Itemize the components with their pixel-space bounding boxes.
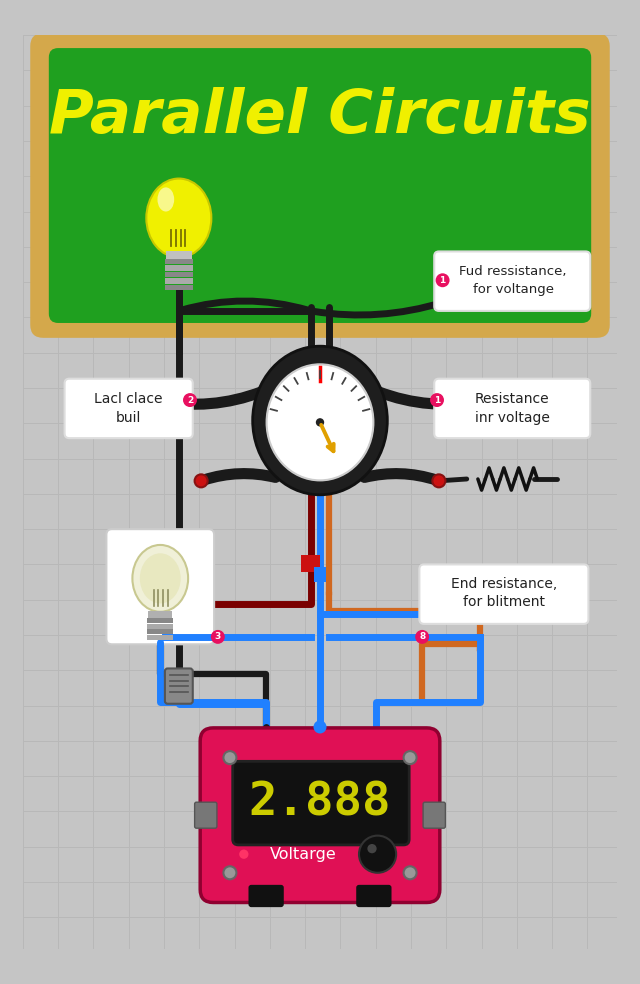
FancyBboxPatch shape xyxy=(419,565,588,624)
Ellipse shape xyxy=(140,553,180,603)
Circle shape xyxy=(183,393,197,407)
Circle shape xyxy=(223,866,236,880)
FancyBboxPatch shape xyxy=(65,379,193,438)
Text: 1: 1 xyxy=(434,396,440,404)
Circle shape xyxy=(404,751,417,765)
Circle shape xyxy=(404,866,417,880)
Circle shape xyxy=(415,630,429,644)
FancyBboxPatch shape xyxy=(434,379,590,438)
FancyBboxPatch shape xyxy=(165,272,193,277)
FancyBboxPatch shape xyxy=(423,802,445,829)
Text: End resistance,
for blitment: End resistance, for blitment xyxy=(451,577,557,609)
Circle shape xyxy=(430,393,444,407)
FancyBboxPatch shape xyxy=(356,885,392,907)
Ellipse shape xyxy=(132,545,188,612)
FancyBboxPatch shape xyxy=(248,885,284,907)
FancyBboxPatch shape xyxy=(165,285,193,290)
Circle shape xyxy=(314,720,326,733)
Text: 3: 3 xyxy=(214,633,221,642)
Circle shape xyxy=(211,630,225,644)
FancyBboxPatch shape xyxy=(148,611,172,618)
Circle shape xyxy=(239,849,248,859)
FancyBboxPatch shape xyxy=(147,630,173,634)
Text: Voltarge: Voltarge xyxy=(270,846,337,862)
Text: Fud ressistance,
for voltange: Fud ressistance, for voltange xyxy=(460,265,567,296)
Text: 8: 8 xyxy=(419,633,426,642)
Ellipse shape xyxy=(157,187,174,212)
FancyBboxPatch shape xyxy=(195,802,217,829)
Ellipse shape xyxy=(253,346,387,495)
FancyBboxPatch shape xyxy=(106,529,214,645)
FancyBboxPatch shape xyxy=(165,278,193,284)
Text: 2: 2 xyxy=(187,396,193,404)
FancyBboxPatch shape xyxy=(147,624,173,629)
Ellipse shape xyxy=(267,364,373,480)
Circle shape xyxy=(433,474,445,487)
Text: 2.888: 2.888 xyxy=(249,780,391,826)
Circle shape xyxy=(148,394,161,406)
FancyBboxPatch shape xyxy=(200,728,440,902)
Text: 1: 1 xyxy=(440,276,445,284)
FancyBboxPatch shape xyxy=(233,762,409,845)
Text: Resistance
inr voltage: Resistance inr voltage xyxy=(475,393,550,425)
Circle shape xyxy=(316,418,324,426)
FancyBboxPatch shape xyxy=(165,266,193,271)
Circle shape xyxy=(359,835,396,873)
FancyBboxPatch shape xyxy=(166,252,192,259)
FancyBboxPatch shape xyxy=(147,635,173,640)
FancyBboxPatch shape xyxy=(301,555,320,572)
Text: Lacl clace
buil: Lacl clace buil xyxy=(95,393,163,425)
Ellipse shape xyxy=(147,178,211,258)
FancyBboxPatch shape xyxy=(49,48,591,323)
Circle shape xyxy=(195,474,207,487)
FancyBboxPatch shape xyxy=(165,259,193,265)
Circle shape xyxy=(223,751,236,765)
FancyBboxPatch shape xyxy=(30,33,610,338)
FancyBboxPatch shape xyxy=(147,618,173,623)
Text: Parallel Circuits: Parallel Circuits xyxy=(49,88,591,147)
FancyBboxPatch shape xyxy=(434,252,590,311)
Circle shape xyxy=(436,274,449,287)
FancyBboxPatch shape xyxy=(165,668,193,704)
FancyBboxPatch shape xyxy=(314,567,326,583)
Circle shape xyxy=(367,844,377,853)
Circle shape xyxy=(479,394,492,406)
